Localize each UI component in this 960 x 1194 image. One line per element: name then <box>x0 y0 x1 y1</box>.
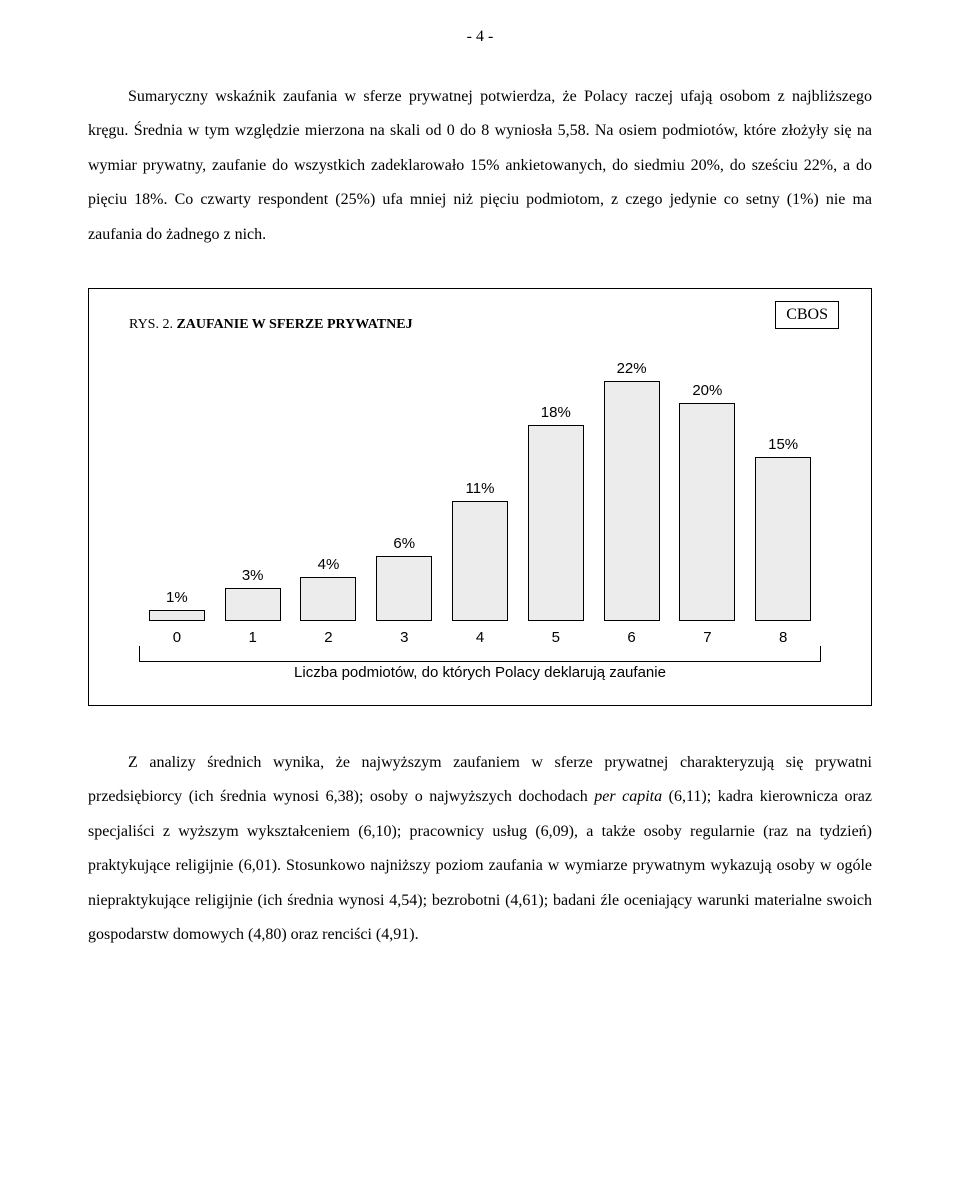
axis-bracket <box>139 646 821 662</box>
chart-plot: 1% 3% 4% 6% 11% 18% 22% 20% 15% <box>139 351 821 621</box>
bar-value-label: 6% <box>393 535 415 552</box>
chart-title-prefix: RYS. 2. <box>129 317 176 332</box>
bar-value-label: 22% <box>617 360 647 377</box>
bar-column: 11% <box>442 480 518 621</box>
bar-column: 4% <box>291 556 367 621</box>
chart-frame: CBOS RYS. 2. ZAUFANIE W SFERZE PRYWATNEJ… <box>88 288 872 706</box>
bar <box>225 588 281 621</box>
bar-value-label: 11% <box>466 480 495 497</box>
bar-column: 20% <box>669 382 745 621</box>
bars-row: 1% 3% 4% 6% 11% 18% 22% 20% 15% <box>139 351 821 621</box>
bar-value-label: 20% <box>692 382 722 399</box>
chart-title-bold: ZAUFANIE W SFERZE PRYWATNEJ <box>176 317 412 332</box>
axis-tick: 8 <box>745 629 821 646</box>
bar-column: 18% <box>518 404 594 621</box>
bar-column: 22% <box>594 360 670 621</box>
axis-ticks: 012345678 <box>139 629 821 646</box>
paragraph-top: Sumaryczny wskaźnik zaufania w sferze pr… <box>88 80 872 252</box>
bar-column: 6% <box>366 535 442 621</box>
bar <box>679 403 735 621</box>
bar-value-label: 15% <box>768 436 798 453</box>
bar-value-label: 4% <box>318 556 340 573</box>
bar <box>300 577 356 621</box>
axis-tick: 0 <box>139 629 215 646</box>
bar-column: 3% <box>215 567 291 621</box>
bar <box>452 501 508 621</box>
bar-column: 15% <box>745 436 821 621</box>
bar-value-label: 3% <box>242 567 264 584</box>
bar <box>528 425 584 621</box>
axis-tick: 2 <box>291 629 367 646</box>
bar <box>604 381 660 621</box>
bar <box>149 610 205 621</box>
bar-column: 1% <box>139 589 215 621</box>
axis-caption: Liczba podmiotów, do których Polacy dekl… <box>129 664 831 681</box>
chart-badge: CBOS <box>775 301 839 329</box>
bar <box>755 457 811 621</box>
bar-value-label: 1% <box>166 589 188 606</box>
axis-tick: 5 <box>518 629 594 646</box>
bar <box>376 556 432 621</box>
paragraph-bottom: Z analizy średnich wynika, że najwyższym… <box>88 746 872 952</box>
axis-tick: 3 <box>366 629 442 646</box>
axis-tick: 6 <box>594 629 670 646</box>
paragraph-bottom-italic: per capita <box>594 788 662 805</box>
paragraph-bottom-post: (6,11); kadra kierownicza oraz specjaliś… <box>88 788 872 943</box>
axis-tick: 4 <box>442 629 518 646</box>
bar-value-label: 18% <box>541 404 571 421</box>
chart-title: RYS. 2. ZAUFANIE W SFERZE PRYWATNEJ <box>129 317 831 333</box>
axis-tick: 7 <box>669 629 745 646</box>
axis-tick: 1 <box>215 629 291 646</box>
page-number: - 4 - <box>88 28 872 46</box>
